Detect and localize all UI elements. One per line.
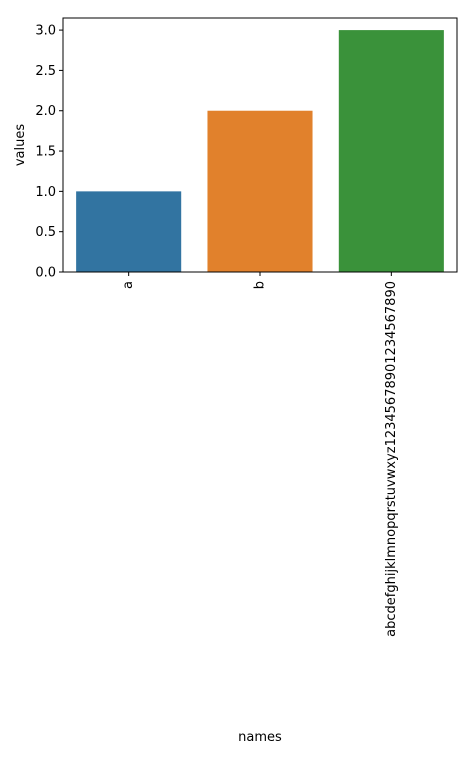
y-tick-label: 0.0 — [35, 266, 56, 281]
bar-0 — [76, 191, 182, 272]
bar-2 — [338, 30, 444, 272]
y-tick-label: 2.5 — [35, 64, 56, 79]
x-tick-label: b — [253, 281, 268, 289]
bar-1 — [207, 110, 313, 272]
y-tick-label: 3.0 — [35, 24, 56, 39]
bars-group — [76, 30, 444, 272]
x-axis: a b abcdefghijklmnopqrstuvwxyz123456789012… — [121, 272, 399, 637]
x-axis-title: names — [238, 730, 282, 745]
y-axis: 0.0 0.5 1.0 1.5 2.0 2.5 3.0 — [35, 24, 63, 281]
y-tick-label: 2.0 — [35, 104, 56, 119]
x-tick-label: abcdefghijklmnopqrstuvwxyz12345678901234… — [384, 281, 399, 637]
x-tick-label: a — [121, 281, 136, 289]
y-tick-label: 1.0 — [35, 185, 56, 200]
y-axis-title: values — [13, 124, 28, 167]
y-tick-label: 0.5 — [35, 225, 56, 240]
y-tick-label: 1.5 — [35, 145, 56, 160]
